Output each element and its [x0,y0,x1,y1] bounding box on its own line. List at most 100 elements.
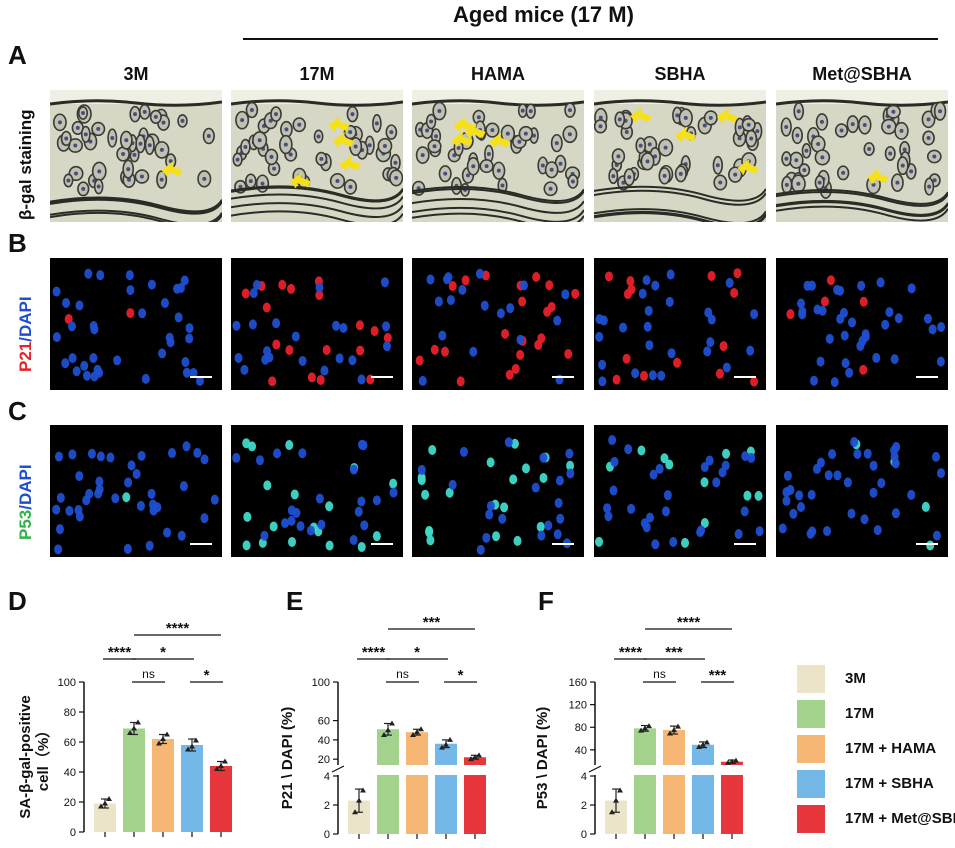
legend-label: 17M + SBHA [845,775,934,792]
fluorescence-drawing [417,437,575,555]
cell-nucleus [567,132,572,137]
dapi-nucleus [177,530,186,541]
marker-positive-nucleus [700,477,709,488]
dapi-nucleus [182,367,191,378]
cell-nucleus [443,171,448,176]
cell-nucleus [202,176,207,181]
dapi-nucleus [68,449,77,460]
marker-positive-nucleus [440,346,449,357]
cell-nucleus [432,144,437,149]
dapi-nucleus [750,309,759,320]
dapi-nucleus [604,511,613,522]
scale-bar [552,543,574,545]
data-point [164,731,170,737]
cell-nucleus [932,154,937,159]
collagen-fiber [231,193,403,210]
dapi-nucleus [553,315,562,326]
dapi-nucleus [332,320,341,331]
cell-nucleus [891,109,896,114]
y-tick-label: 4 [324,771,330,783]
dapi-nucleus [853,448,862,459]
marker-positive-nucleus [564,348,573,359]
dapi-nucleus [158,348,167,359]
dapi-nucleus [876,277,885,288]
marker-positive-nucleus [595,536,604,547]
data-point [135,719,141,725]
dapi-nucleus [619,322,628,333]
dapi-nucleus [62,297,71,308]
cell-nucleus [683,115,688,120]
collagen-fiber [50,209,222,222]
scale-bar [190,376,212,378]
fluorescence-drawing [52,268,212,386]
marker-positive-nucleus [357,541,366,552]
marker-positive-nucleus [826,275,835,286]
legend-label: 17M + Met@SBHA [845,810,955,827]
marker-positive-nucleus [428,444,437,455]
collagen-fiber [50,197,222,214]
y-tick-label: 40 [318,735,330,747]
significance-label: * [414,644,420,661]
dapi-nucleus [426,274,435,285]
collagen-fiber [594,210,766,222]
yellow-arrow [161,161,183,178]
cell-nucleus [702,123,707,128]
bar [406,732,428,834]
dapi-nucleus [349,464,358,475]
y-tick-label: 20 [64,797,76,809]
cell-nucleus [374,121,379,126]
dapi-nucleus [298,355,307,366]
dapi-nucleus [179,481,188,492]
marker-positive-nucleus [516,349,525,360]
dapi-nucleus [640,518,649,529]
cell-nucleus [353,144,358,149]
cell-nucleus [316,134,321,139]
collagen-fiber [412,188,584,204]
dapi-nucleus [890,354,899,365]
marker-positive-nucleus [262,302,271,313]
dapi-nucleus [357,439,366,450]
data-point [468,756,474,762]
dapi-nucleus [807,489,816,500]
dapi-nucleus [539,452,548,463]
dapi-nucleus [923,313,932,324]
cell-nucleus [288,152,293,157]
cell-nucleus [81,186,86,191]
dapi-nucleus [877,478,886,489]
dapi-nucleus [315,282,324,293]
significance-label: **** [108,644,132,661]
dapi-nucleus [565,448,574,459]
dapi-nucleus [263,346,272,357]
dapi-nucleus [163,527,172,538]
dapi-nucleus [928,324,937,335]
marker-positive-nucleus [241,288,250,299]
dapi-nucleus [125,270,134,281]
collagen-fiber [776,199,948,216]
bar [721,761,743,834]
dapi-nucleus [482,532,491,543]
dapi-nucleus [666,269,675,280]
cell-nucleus [528,109,533,114]
cell-nucleus [240,118,245,123]
marker-positive-nucleus [248,441,257,452]
dapi-nucleus [448,479,457,490]
data-point [185,746,191,752]
data-point [696,744,702,750]
marker-positive-nucleus [513,535,522,546]
bgal-image-sbha [594,90,766,222]
dapi-nucleus [389,487,398,498]
dapi-nucleus [663,490,672,501]
dapi-nucleus [778,523,787,534]
cell-nucleus [819,119,824,124]
dapi-nucleus [469,346,478,357]
dapi-nucleus [234,352,243,363]
bgal-tissue-drawing [594,90,766,222]
dapi-nucleus [176,282,185,293]
dapi-nucleus [182,441,191,452]
fluorescence-drawing [778,436,946,551]
cell-nucleus [523,131,528,136]
y-tick-label: 120 [569,700,587,712]
dapi-nucleus [648,370,657,381]
dapi-nucleus [165,332,174,343]
cell-nucleus [367,143,372,148]
